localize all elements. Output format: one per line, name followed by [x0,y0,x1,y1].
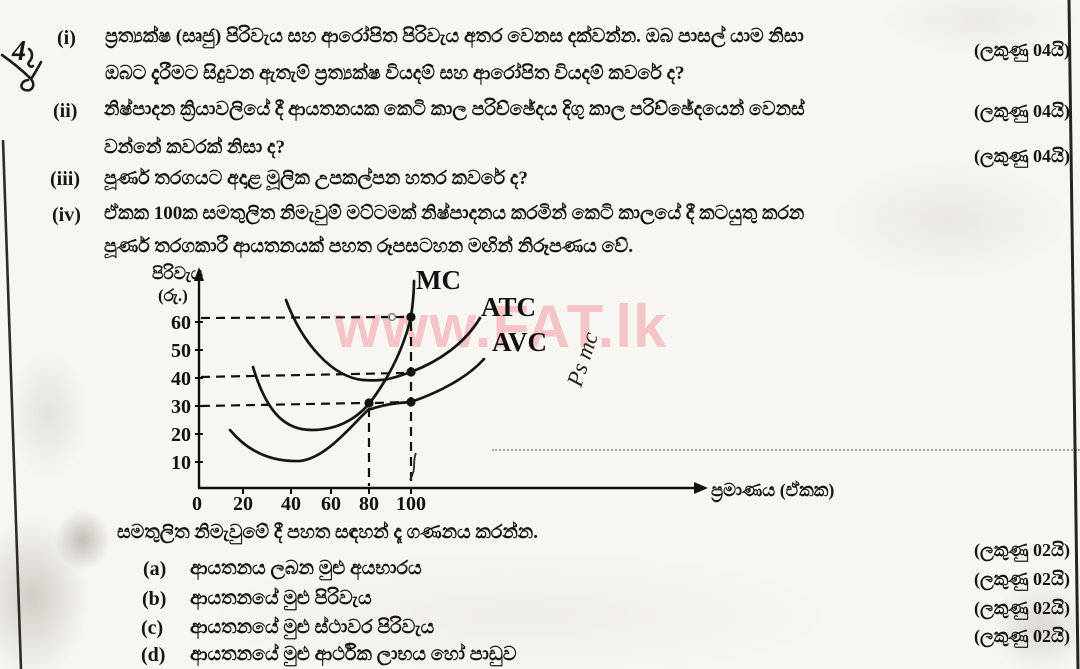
axis-titles: පිරිවැය (රු.) ප්‍රමාණය (ඒකක) [152,263,834,502]
y-tick: 40 [171,368,191,390]
x-tick: 80 [359,493,379,515]
question-ii-line1: නිෂ්පාදන ක්‍රියාවලියේ දී ආයතනයක කෙටි කාල… [104,99,805,120]
y-tick: 30 [171,396,191,418]
question-iv-line1: ඒකක 100ක සමතුලිත නිමැවුම් මට්ටමක් නිෂ්පා… [104,203,805,224]
marks-d: (ලකුණු 02යි) [974,626,1070,646]
marks-a: (ලකුණු 02යි) [974,540,1070,560]
marks-question-i: (ලකුණු 04යි) [974,40,1070,60]
mc-label: MC [416,265,461,295]
subquestion-intro: සමතුලිත නිමැවුමේ දී පහත සඳහන් දෑ ගණනය කර… [117,522,538,543]
item-label-a: (a) [143,558,167,580]
y-tick: 60 [171,312,191,334]
curves [228,279,486,463]
scan-smudge [0,515,90,669]
marks-c: (ලකුණු 02යි) [974,598,1070,618]
guide-30b [374,400,405,405]
subquestion-d: ආයතනයේ මුළු ආර්ථික ලාභය හෝ පාඩුව [190,644,517,665]
scan-smudge [55,510,110,570]
atc-label: ATC [481,292,536,322]
question-number: 4 [12,36,26,67]
question-ii-line2: වන්නේ කවරක් නිසා ද? [104,137,285,158]
question-i-line1: ප්‍රත්‍යක්ෂ (සෘජු) පිරිවැය සහ ආරෝපිත පිර… [105,26,804,47]
cost-curves-chart: 60 50 40 30 20 10 0 20 40 60 80 100 පිරි… [152,263,834,515]
mc-curve [251,279,416,432]
y-axis-title-line2: (රු.) [158,286,188,305]
subquestion-c: ආයතනයේ මුළු ස්ථාවර පිරිවැය [190,617,435,638]
guide-40 [200,371,405,379]
scan-smudge [990,580,1080,669]
small-open-circle [387,312,397,322]
question-iii-text: පූර්ණ තරගයට අදාළ මූලික උපකල්පන [104,168,406,189]
x-tick-labels: 0 20 40 60 80 100 [192,493,426,515]
avc-label: AVC [492,327,547,357]
subquestion-b: ආයතනයේ මුළු පිරිවැය [190,588,372,609]
point-avc-100-30 [406,397,416,407]
item-label-i: (i) [57,27,76,49]
curve-labels: MC ATC AVC [416,265,547,357]
x-tick: 60 [321,493,341,515]
x-axis-title: ප්‍රමාණය (ඒකක) [711,479,834,502]
pen-mark [409,452,417,481]
point-80-30 [364,398,374,408]
item-label-iii: (iii) [50,168,80,190]
watermark: www.FAT.lk [334,293,668,360]
atc-curve [284,298,482,382]
item-label-iv: (iv) [52,204,81,226]
avc-curve [228,357,486,463]
x-tick: 40 [281,493,301,515]
x-tick: 100 [396,493,426,515]
item-label-ii: (ii) [53,100,78,122]
subquestion-a: ආයතනය ලබන මුළු අයභාරය [190,558,422,579]
y-tick: 50 [171,340,191,362]
item-label-c: (c) [141,617,164,639]
item-label-b: (b) [142,588,167,610]
scan-scratch-line [492,449,1080,453]
guide-30 [200,401,364,408]
marks-question-ii: (ලකුණු 04යි) [974,101,1070,121]
data-points [364,312,416,408]
question-iii-bold-word: හතර [405,168,447,189]
scan-smudge [8,350,88,480]
right-scan-edge-line [1067,0,1080,669]
question-iii-line: පූර්ණ තරගයට අදාළ මූලික උපකල්පන හතර කවරේ … [104,166,528,192]
y-tick-labels: 60 50 40 30 20 10 [171,312,191,474]
y-axis-arrow-icon [194,267,204,281]
marks-b: (ලකුණු 02යි) [974,569,1070,589]
left-scan-edge-line [1,139,23,669]
x-tick: 0 [192,493,202,515]
point-atc-100-40 [406,367,416,377]
y-axis-title-line1: පිරිවැය [152,263,203,283]
y-tick: 20 [171,424,191,446]
handwritten-annotation: Ps mc [562,329,603,391]
item-label-d: (d) [141,644,166,666]
guide-60 [200,315,405,320]
x-axis-arrow-icon [694,482,708,494]
y-tick: 10 [171,452,191,474]
point-mc-100-60 [406,312,416,322]
question-iv-line2: පූර්ණ තරගකාරී ආයතනයක් පහත රූපසටහන මඟින් … [104,236,633,257]
question-i-line2: ඔබට දැරීමට සිදුවන ඇතැම් ප්‍රත්‍යක්ෂ වියද… [105,63,685,84]
marks-question-iii: (ලකුණු 04යි) [974,146,1070,166]
question-iii-text-after: කවරේ ද? [446,168,528,189]
x-tick: 20 [233,493,253,515]
